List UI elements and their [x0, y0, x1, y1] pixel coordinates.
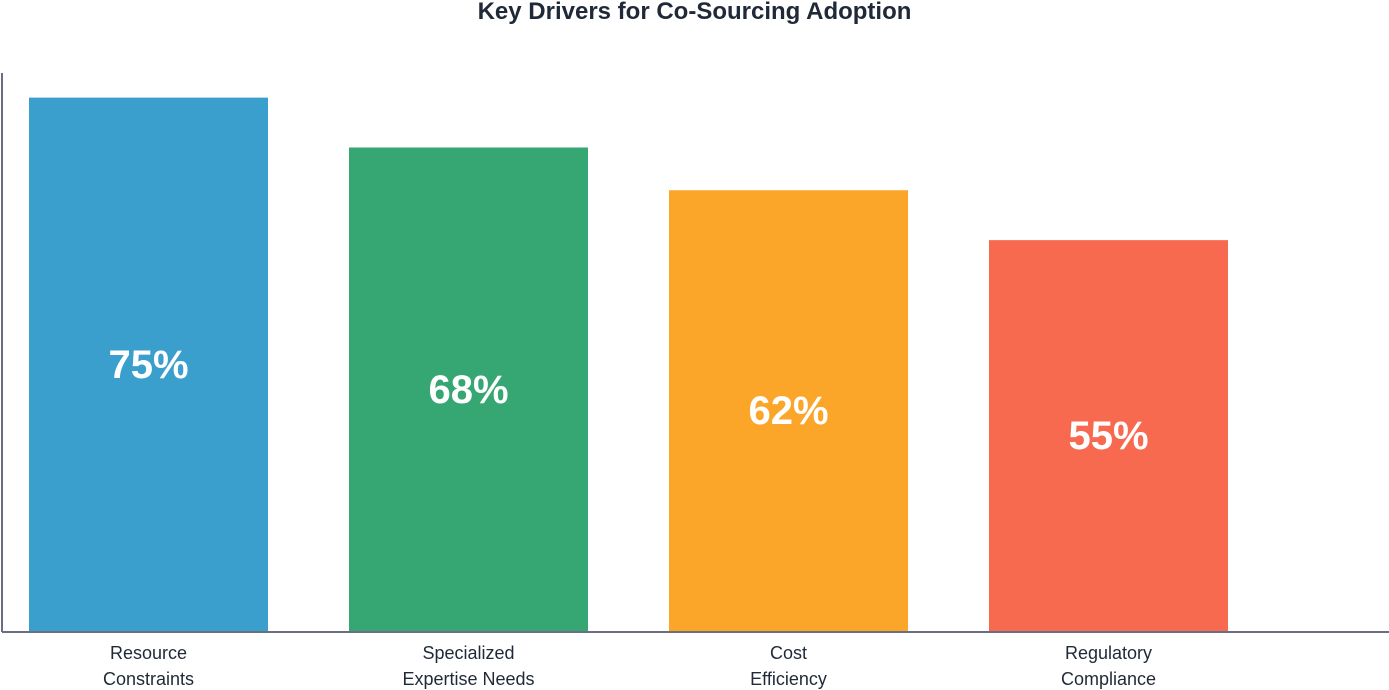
bar-0 [29, 97, 268, 632]
category-label-1-line-0: Specialized [422, 643, 514, 663]
bar-value-label-0: 75% [108, 343, 188, 387]
category-label-3-line-0: Regulatory [1065, 643, 1152, 663]
bar-value-label-2: 62% [748, 389, 828, 433]
category-label-0-line-0: Resource [110, 643, 187, 663]
chart-title: Key Drivers for Co-Sourcing Adoption [477, 0, 912, 25]
category-label-0-line-1: Constraints [103, 669, 194, 689]
bar-1 [349, 147, 588, 632]
category-label-2-line-0: Cost [770, 643, 807, 663]
labels-layer: Resource Constraints Specialized Expertise … [103, 643, 1156, 689]
bar-value-label-3: 55% [1068, 414, 1148, 458]
category-label-2-line-1: Efficiency [750, 669, 827, 689]
category-label-3-line-1: Compliance [1061, 669, 1156, 689]
bars-layer: 75% 68% 62% 55% [29, 97, 1228, 632]
bar-2 [669, 190, 908, 632]
bar-value-label-1: 68% [428, 368, 508, 412]
bar-3 [989, 240, 1228, 632]
category-label-1-line-1: Expertise Needs [402, 669, 534, 689]
